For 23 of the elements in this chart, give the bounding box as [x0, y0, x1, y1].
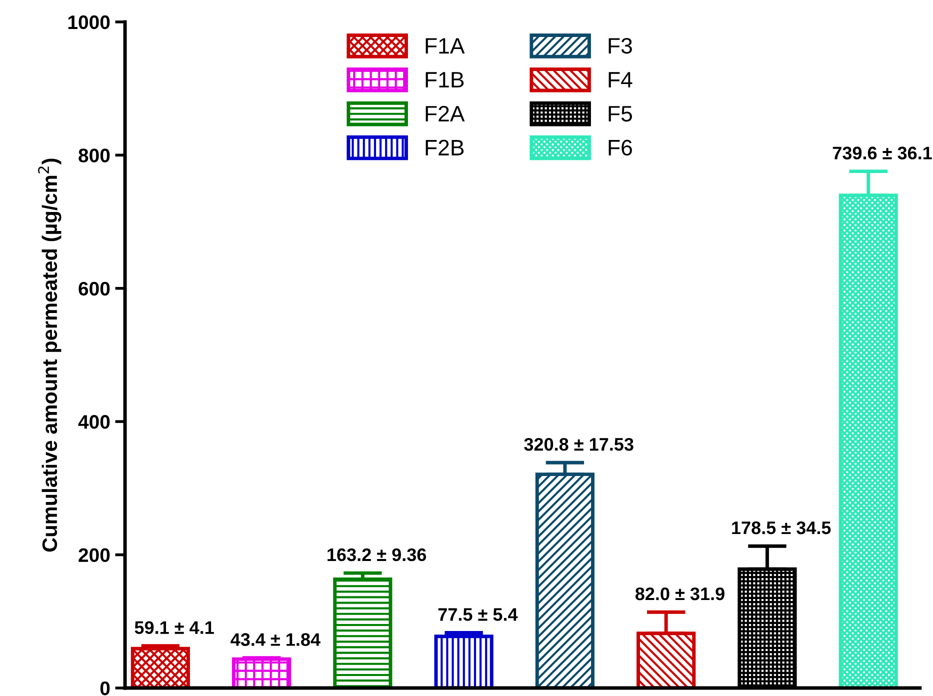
data-label: 77.5 ± 5.4	[438, 608, 518, 621]
data-label: 82.0 ± 31.9	[635, 587, 724, 600]
legend-label: F2A	[426, 106, 465, 122]
legend-label: F1A	[426, 38, 465, 54]
data-label: 59.1 ± 4.1	[134, 621, 214, 634]
y-tick-label: 600	[78, 282, 110, 296]
legend-label: F1B	[426, 72, 464, 88]
data-label: 178.5 ± 34.5	[732, 521, 831, 534]
data-label: 163.2 ± 9.36	[328, 548, 426, 562]
legend-label: F6	[608, 140, 632, 156]
legend-label: F2B	[426, 140, 464, 156]
data-label: 320.8 ± 17.53	[524, 438, 634, 451]
legend-label: F3	[608, 38, 632, 54]
legend-label: F5	[608, 106, 632, 122]
y-tick-label: 0	[100, 681, 110, 696]
y-tick-label: 400	[78, 415, 110, 429]
data-label: 739.6 ± 36.1	[832, 146, 932, 160]
legend-label: F4	[608, 72, 632, 88]
data-label: 43.4 ± 1.84	[230, 633, 320, 646]
y-tick-label: 800	[78, 148, 110, 162]
y-tick-label: 200	[78, 548, 110, 562]
y-tick-label: 1000	[68, 15, 110, 30]
y-axis-title: Cumulative amount permeated (µg/cm$^{2}$)	[38, 158, 62, 552]
